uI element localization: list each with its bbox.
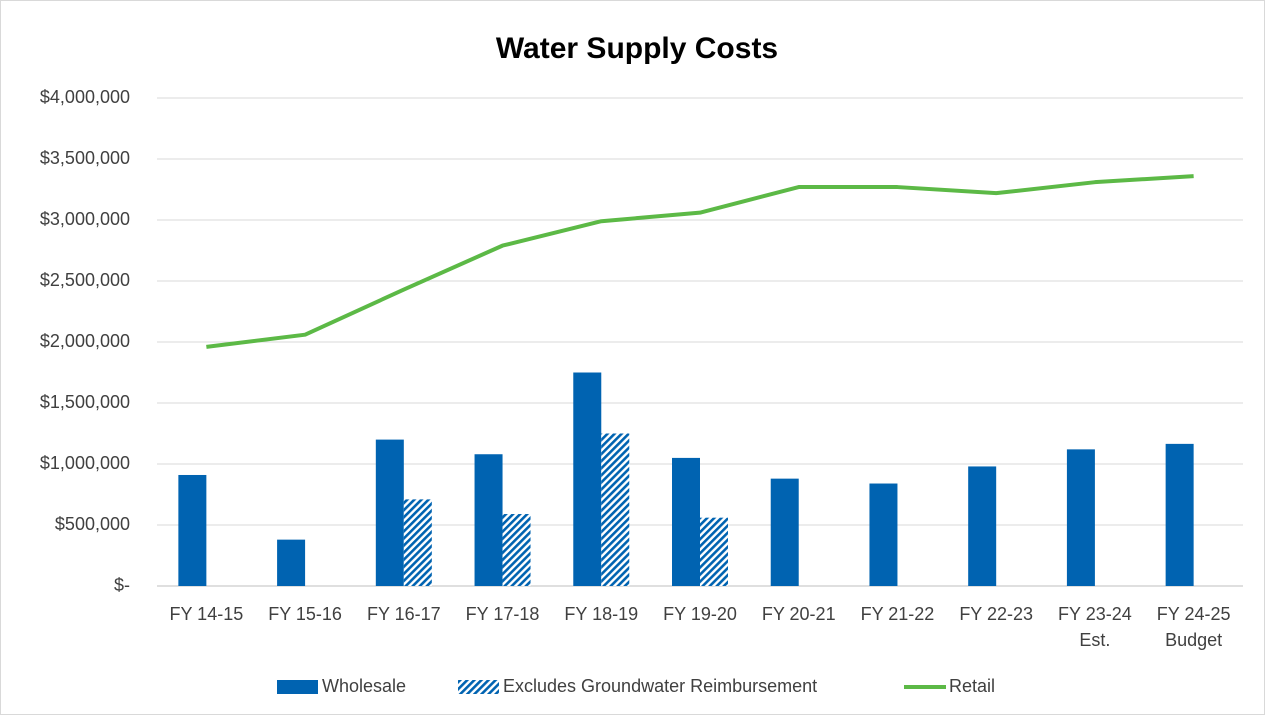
y-tick-label: $2,000,000 xyxy=(40,331,130,351)
x-tick-label: FY 15-16 xyxy=(268,604,342,624)
legend-swatch xyxy=(458,680,499,694)
legend-label: Wholesale xyxy=(322,676,406,696)
legend-swatch xyxy=(277,680,318,694)
x-tick-label: FY 17-18 xyxy=(465,604,540,624)
bar xyxy=(1066,449,1095,586)
bar xyxy=(700,517,728,586)
bar xyxy=(601,433,630,586)
bar xyxy=(968,466,997,586)
y-tick-label: $3,000,000 xyxy=(40,209,130,229)
y-tick-label: $1,500,000 xyxy=(40,392,130,412)
y-tick-label: $- xyxy=(114,575,130,595)
line xyxy=(206,174,1194,349)
bar xyxy=(573,372,602,586)
x-tick-label: FY 20-21 xyxy=(761,604,836,624)
bar xyxy=(474,454,503,586)
y-tick-label: $500,000 xyxy=(55,514,130,534)
x-tick-label: FY 18-19 xyxy=(564,604,639,624)
bar xyxy=(1165,443,1194,586)
bar xyxy=(502,514,531,586)
y-tick-label: $3,500,000 xyxy=(40,148,130,168)
x-tick-label: FY 23-24 Est. xyxy=(1058,604,1132,650)
x-tick-label: FY 24-25 Budget xyxy=(1156,604,1231,650)
x-tick-label: FY 14-15 xyxy=(169,604,244,624)
bar xyxy=(375,439,404,586)
bar xyxy=(672,457,700,586)
bar xyxy=(869,483,898,586)
x-tick-label: FY 16-17 xyxy=(366,604,441,624)
x-tick-label: FY 22-23 xyxy=(959,604,1034,624)
legend-label: Retail xyxy=(949,676,995,696)
bar xyxy=(277,539,306,586)
y-tick-label: $1,000,000 xyxy=(40,453,130,473)
x-tick-label: FY 21-22 xyxy=(860,604,935,624)
y-tick-label: $4,000,000 xyxy=(40,87,130,107)
bar xyxy=(770,478,799,586)
chart-title: Water Supply Costs xyxy=(496,32,778,65)
x-tick-label: FY 19-20 xyxy=(663,604,737,624)
legend-label: Excludes Groundwater Reimbursement xyxy=(503,676,817,696)
y-tick-label: $2,500,000 xyxy=(40,270,130,290)
bar xyxy=(178,474,207,586)
bar xyxy=(403,499,432,586)
